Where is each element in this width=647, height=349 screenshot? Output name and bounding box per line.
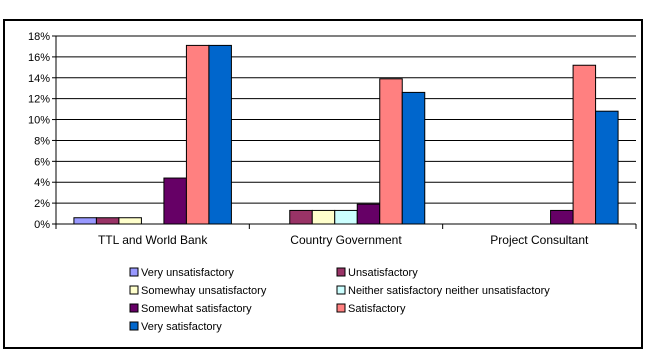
bar xyxy=(550,209,574,225)
bar xyxy=(118,217,142,225)
y-axis-ticks: 0% 2% 4% 6% 8% 10% 12% 14% 16% 18% xyxy=(28,31,56,231)
legend-swatch xyxy=(129,267,139,277)
grid-lines xyxy=(56,35,636,204)
bar xyxy=(356,203,381,225)
bar xyxy=(572,64,597,225)
bar xyxy=(379,78,403,225)
legend-swatch xyxy=(129,321,139,331)
legend-swatch xyxy=(336,285,346,295)
legend-label: Somewhay unsatisfactory xyxy=(141,285,267,297)
y-tick-label: 0% xyxy=(34,219,50,231)
bar xyxy=(311,209,336,225)
y-tick-label: 6% xyxy=(34,156,50,168)
bar xyxy=(208,44,232,225)
bar xyxy=(401,91,426,225)
legend-label: Somewhat satisfactory xyxy=(141,303,252,315)
bar-chart: 0% 2% 4% 6% 8% 10% 12% 14% 16% 18% TTL and World … xyxy=(28,31,637,333)
bar xyxy=(185,44,210,225)
bar xyxy=(163,177,187,225)
y-tick-label: 4% xyxy=(34,177,50,189)
y-tick-label: 2% xyxy=(34,198,50,210)
y-tick-label: 14% xyxy=(28,73,50,85)
legend-swatch xyxy=(336,267,346,277)
x-category-label: Country Government xyxy=(290,233,402,247)
bar xyxy=(73,217,97,225)
category-labels: TTL and World Bank Country Government Proj… xyxy=(98,233,589,247)
y-tick-label: 18% xyxy=(28,31,50,43)
legend-label: Neither satisfactory neither unsatisfact… xyxy=(348,285,550,297)
legend-swatch xyxy=(129,303,139,313)
axes xyxy=(55,36,637,229)
y-tick-label: 8% xyxy=(34,135,50,147)
legend-swatch xyxy=(129,285,139,295)
legend-label: Unsatisfactory xyxy=(348,267,418,279)
bar xyxy=(334,209,358,225)
x-category-label: Project Consultant xyxy=(490,233,589,247)
bar xyxy=(289,209,313,225)
bar xyxy=(95,217,120,225)
y-tick-label: 12% xyxy=(28,94,50,106)
chart-frame xyxy=(3,19,643,349)
legend: Very unsatisfactory Unsatisfactory Somewha… xyxy=(129,267,550,333)
x-category-label: TTL and World Bank xyxy=(98,233,208,247)
legend-label: Satisfactory xyxy=(348,303,406,315)
bars xyxy=(73,44,619,225)
y-tick-label: 16% xyxy=(28,52,50,64)
y-tick-label: 10% xyxy=(28,115,50,127)
legend-label: Very satisfactory xyxy=(141,321,222,333)
legend-swatch xyxy=(336,303,346,313)
legend-label: Very unsatisfactory xyxy=(141,267,234,279)
bar xyxy=(595,110,619,225)
